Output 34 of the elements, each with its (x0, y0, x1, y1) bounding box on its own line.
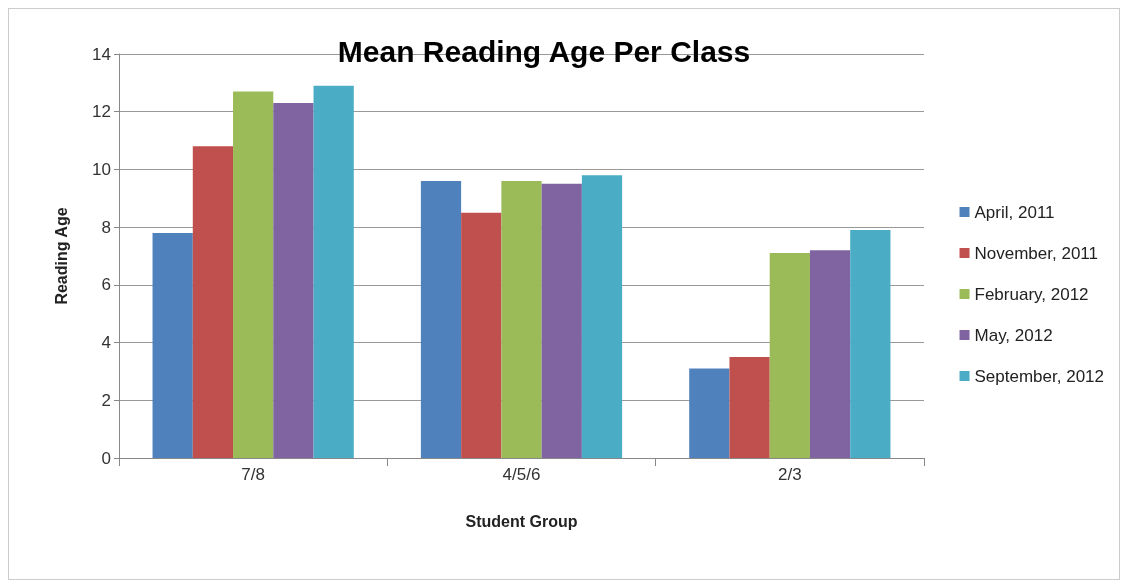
y-tick-label: 8 (101, 217, 111, 237)
y-tick-label: 10 (92, 159, 111, 179)
bar (581, 175, 623, 458)
legend-label: April, 2011 (974, 202, 1055, 222)
y-tick-label: 2 (101, 390, 111, 410)
bar (273, 103, 314, 458)
bar (729, 357, 770, 458)
bar (501, 180, 542, 458)
chart-title: Mean Reading Age Per Class (337, 34, 751, 68)
legend-label: September, 2012 (974, 366, 1104, 386)
y-tick-label: 14 (92, 44, 111, 64)
legend-label: February, 2012 (974, 284, 1089, 304)
bar (233, 91, 274, 458)
bar (809, 250, 851, 458)
bar (461, 212, 502, 458)
legend-label: November, 2011 (974, 243, 1098, 263)
bar (769, 253, 810, 458)
bar (420, 180, 462, 458)
y-axis-title: Reading Age (52, 207, 70, 305)
bar (689, 368, 730, 458)
x-tick-label: 2/3 (778, 465, 802, 484)
y-tick-label: 4 (101, 333, 111, 353)
bar (850, 230, 891, 458)
x-tick-label: 4/5/6 (502, 465, 541, 484)
x-tick-label: 7/8 (241, 465, 265, 484)
bar (152, 232, 193, 458)
x-axis-title: Student Group (465, 512, 578, 530)
y-tick-label: 6 (101, 275, 111, 295)
y-tick-label: 12 (92, 102, 111, 122)
bar (313, 85, 354, 458)
bar (541, 183, 582, 458)
legend-label: May, 2012 (974, 325, 1053, 345)
bar (192, 146, 234, 458)
y-tick-label: 0 (101, 448, 111, 468)
